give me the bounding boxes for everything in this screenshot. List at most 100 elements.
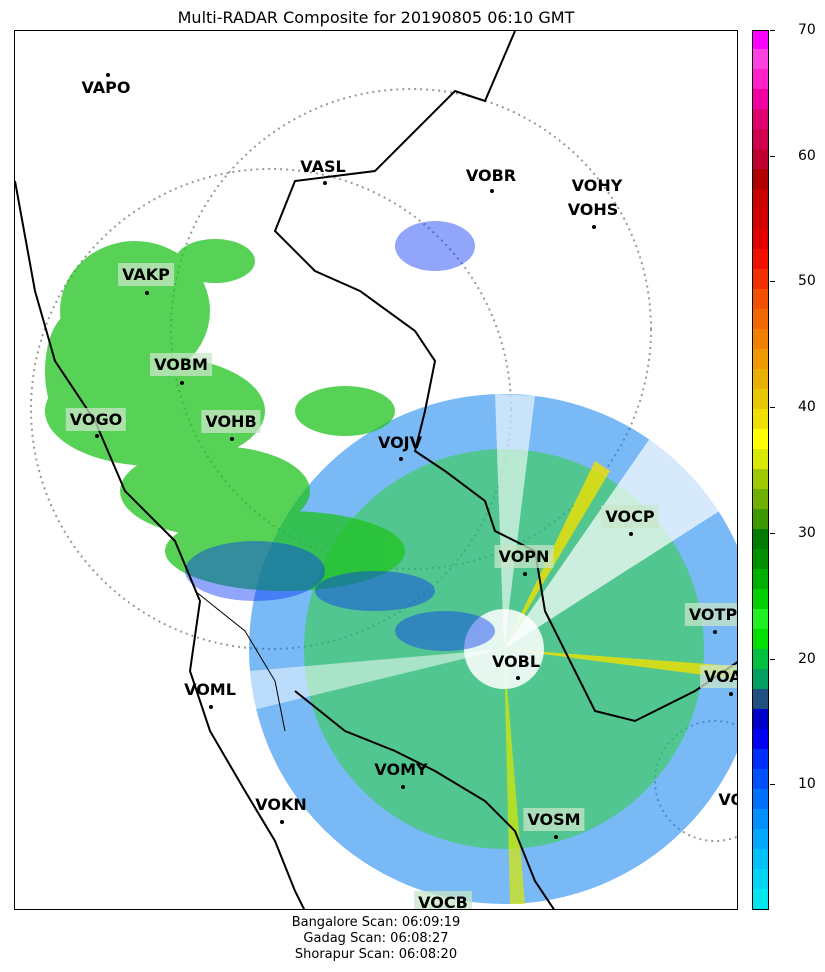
colorbar-segment [753,348,768,369]
colorbar-tick [770,155,775,157]
colorbar-segment [753,48,768,69]
colorbar-segment [753,608,768,629]
station-label-vakp: VAKP [118,263,174,286]
colorbar-segment [753,728,768,749]
colorbar-segment [753,588,768,609]
colorbar-segment [753,548,768,569]
station-label-vocb: VOCB [414,891,472,909]
colorbar-tick-label: 30 [798,524,816,541]
colorbar-segment [753,688,768,709]
colorbar-segment [753,148,768,169]
colorbar-segment [753,368,768,389]
state-border-south [294,690,555,909]
station-marker-votp [713,630,717,634]
station-label-vojv: VOJV [377,433,423,452]
bangalore-radar-sweep [249,394,737,904]
range-ring-1 [170,88,652,570]
colorbar-segment [753,308,768,329]
colorbar-segment [753,768,768,789]
colorbar-segment [753,288,768,309]
colorbar-segment [753,488,768,509]
station-marker-vopn [523,572,527,576]
colorbar-segment [753,408,768,429]
colorbar-segment [753,708,768,729]
colorbar-tick [770,532,775,534]
colorbar-segment [753,568,768,589]
scan-time-shorapur: Shorapur Scan: 06:08:20 [294,947,458,962]
colorbar-segment [753,788,768,809]
colorbar-segment [753,248,768,269]
station-marker-vasl [323,181,327,185]
station-label-voml: VOML [184,680,236,699]
state-border-east [273,31,737,723]
station-label-vopc: VOPC [718,790,737,809]
colorbar-segment [753,448,768,469]
station-label-vasl: VASL [300,157,346,176]
precipitation-west-blue [185,221,495,651]
colorbar-segment [753,328,768,349]
colorbar-segment [753,428,768,449]
station-label-vokn: VOKN [255,795,307,814]
colorbar-segment [753,228,768,249]
colorbar-tick-label: 20 [798,650,816,667]
colorbar-segment [753,31,768,49]
station-marker-voar [729,692,733,696]
station-marker-vohb [230,437,234,441]
colorbar-tick-label: 10 [798,776,816,793]
station-marker-vobr [490,189,494,193]
colorbar-segment [753,668,768,689]
colorbar-segment [753,748,768,769]
colorbar-tick [770,784,775,786]
colorbar-segment [753,468,768,489]
colorbar-segment [753,868,768,889]
station-marker-vohy [592,225,596,229]
station-label-vohs: VOHS [567,200,619,219]
colorbar-tick-label: 40 [798,399,816,416]
colorbar-tick [770,407,775,409]
station-label-vomy: VOMY [374,760,428,779]
colorbar-segment [753,628,768,649]
colorbar [752,30,769,910]
colorbar-tick [770,30,775,31]
station-label-vohy: VOHY [571,176,623,195]
colorbar-segment [753,388,768,409]
colorbar-segment [753,828,768,849]
station-marker-vosm [554,835,558,839]
station-label-vapo: VAPO [81,78,131,97]
station-label-votp: VOTP [684,603,737,626]
district-border [194,590,286,732]
station-label-vobr: VOBR [465,166,517,185]
scan-time-bangalore: Bangalore Scan: 06:09:19 [291,915,461,930]
station-marker-vokn [280,820,284,824]
station-label-vohb: VOHB [201,410,261,433]
colorbar-segment [753,168,768,189]
station-label-vocp: VOCP [601,505,659,528]
station-marker-vakp [145,291,149,295]
station-label-voar: VOAR [700,665,737,688]
colorbar-segment [753,508,768,529]
colorbar-segment [753,188,768,209]
colorbar-tick-label: 50 [798,273,816,290]
station-marker-vomy [401,785,405,789]
colorbar-segment [753,808,768,829]
scan-time-gadag: Gadag Scan: 06:08:27 [303,931,449,946]
colorbar-segment [753,268,768,289]
colorbar-tick [770,658,775,660]
colorbar-segment [753,848,768,869]
station-label-vopn: VOPN [494,545,554,568]
station-label-vobl: VOBL [491,652,541,671]
station-marker-vogo [95,434,99,438]
station-label-vogo: VOGO [65,408,127,431]
coastline [15,180,306,909]
colorbar-tick-label: 70 [798,22,816,38]
colorbar-tick [770,281,775,283]
station-marker-vobm [180,381,184,385]
station-marker-vapo [106,73,110,77]
station-marker-voml [209,705,213,709]
colorbar-segment [753,528,768,549]
map-title: Multi-RADAR Composite for 20190805 06:10… [177,8,575,27]
colorbar-segment [753,128,768,149]
radar-map[interactable]: VAPO VASL VOBR VOHY VOHS VAKP VOBM VOGO VOHB VOJV… [14,30,738,910]
colorbar-segment [753,648,768,669]
colorbar-segment [753,208,768,229]
